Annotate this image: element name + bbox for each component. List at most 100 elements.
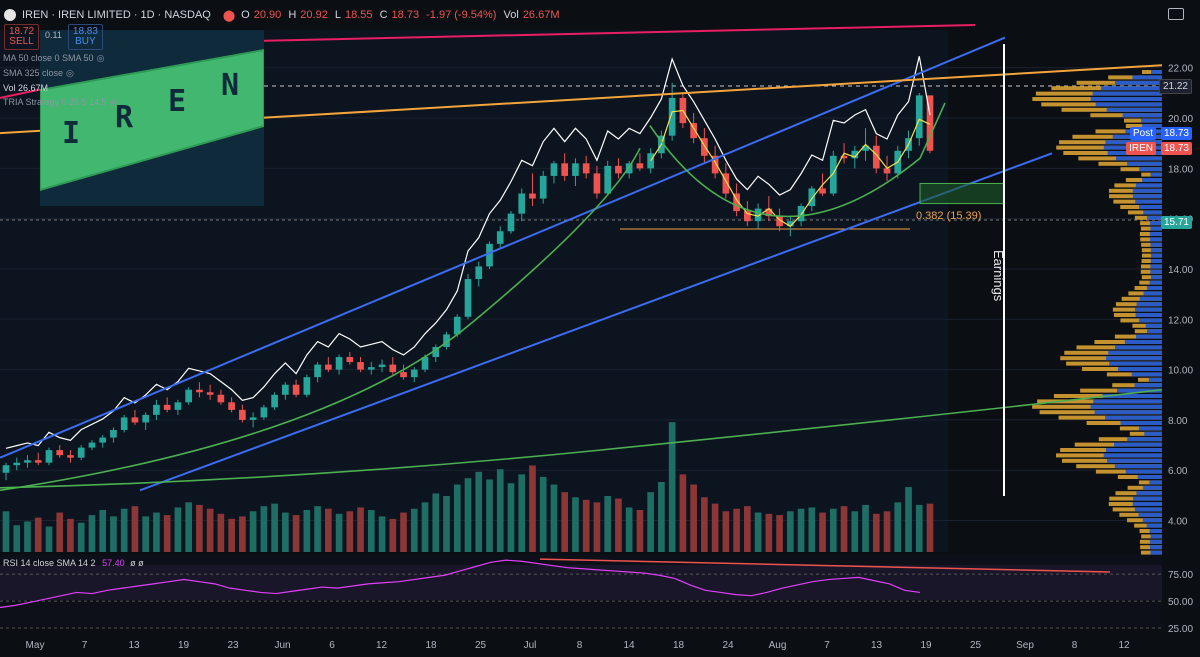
candle-body <box>625 163 633 174</box>
candle-body <box>615 165 622 174</box>
indicator-volume[interactable]: Vol 26.67M <box>3 83 49 93</box>
indicator-ma50[interactable]: MA 50 close 0 SMA 50 ◎ <box>3 53 105 63</box>
volume-bar <box>410 508 418 552</box>
volume-profile-bar-blue <box>1149 480 1162 485</box>
x-tick-label: 14 <box>623 640 635 651</box>
volume-bar <box>77 522 85 552</box>
volume-bar <box>604 496 612 552</box>
candle-body <box>271 394 278 408</box>
volume-bar <box>24 521 31 552</box>
y-tick-label: 8.00 <box>1168 416 1188 427</box>
volume-bar <box>303 510 311 552</box>
volume-profile-bar-blue <box>1122 113 1162 118</box>
volume-bar <box>88 515 96 552</box>
volume-profile-bar-blue <box>1095 102 1162 107</box>
level-tag-21-22: 21.22 <box>1158 79 1192 94</box>
sell-button[interactable]: 18.72 SELL <box>4 24 40 50</box>
candle-body <box>357 362 364 370</box>
candle-body <box>744 211 751 222</box>
volume-bar <box>389 518 397 552</box>
volume-profile-bar-blue <box>1132 75 1162 80</box>
rsi-tick-label: 50.00 <box>1168 597 1193 608</box>
volume-profile-bar-blue <box>1108 350 1162 355</box>
candle-body <box>475 266 483 280</box>
eye-icon[interactable]: ◎ <box>96 53 105 63</box>
logo-letter-e: E <box>168 84 187 119</box>
y-tick-label: 12.00 <box>1168 315 1193 326</box>
candle-body <box>346 357 354 363</box>
candle-body <box>45 450 53 463</box>
volume-profile-bar-blue <box>1150 172 1162 177</box>
volume-bar <box>679 474 687 552</box>
volume-profile-bar-blue <box>1142 124 1162 128</box>
volume-bar <box>550 484 558 552</box>
candle-body <box>539 175 547 199</box>
symbol-title[interactable]: IREN · IREN LIMITED · 1D · NASDAQ <box>22 9 211 21</box>
settings-icon[interactable] <box>1168 8 1184 20</box>
volume-bar <box>711 503 719 552</box>
buy-button[interactable]: 18.83 BUY <box>67 24 103 50</box>
y-tick-label: 4.00 <box>1168 517 1188 528</box>
candle-body <box>335 357 343 370</box>
volume-bar <box>432 493 440 552</box>
alert-icon[interactable]: ⬤ <box>222 9 236 22</box>
volume-bar <box>142 516 150 552</box>
volume-bar <box>572 497 579 552</box>
candle-body <box>77 447 85 458</box>
volume-profile-bar-blue <box>1149 539 1162 544</box>
ohlc-high: 20.92 <box>300 9 328 21</box>
volume-bar <box>228 518 235 552</box>
candle-body <box>883 168 891 174</box>
volume-profile-bar-blue <box>1150 253 1162 258</box>
eye-icon[interactable]: ◎ <box>66 68 74 78</box>
rsi-legend[interactable]: RSI 14 close SMA 14 2 57.40 ø ø <box>3 558 144 568</box>
volume-profile-bar-blue <box>1106 356 1162 361</box>
candle-body <box>34 460 42 463</box>
volume-profile-bar-blue <box>1094 410 1162 415</box>
x-tick-label: 18 <box>673 640 685 651</box>
volume-bar <box>722 511 730 552</box>
volume-profile-bar-blue <box>1143 291 1162 296</box>
volume-profile-bar-blue <box>1135 313 1162 317</box>
volume-bar <box>539 476 547 552</box>
y-tick-label: 20.00 <box>1168 114 1193 125</box>
candle-body <box>561 163 569 176</box>
volume-profile-bar-blue <box>1150 275 1162 280</box>
volume-bar <box>335 513 343 552</box>
candle-body <box>722 173 730 194</box>
volume-bar <box>754 512 762 552</box>
volume-profile-bar-blue <box>1132 194 1162 199</box>
candle-body <box>926 95 934 151</box>
x-tick-label: May <box>26 640 45 651</box>
candle-body <box>2 465 10 473</box>
ohlc-vol-label: Vol <box>503 9 519 21</box>
indicator-sma325[interactable]: SMA 325 close ◎ <box>3 68 74 78</box>
earnings-label: Earnings <box>991 250 1006 302</box>
volume-profile-bar-blue <box>1133 496 1162 501</box>
yellow-price-line <box>650 109 931 227</box>
volume-bar <box>120 508 128 552</box>
x-tick-label: 19 <box>920 640 932 651</box>
volume-profile-bar-blue <box>1147 329 1162 334</box>
eye-icon[interactable]: ◎ <box>109 97 118 107</box>
candle-body <box>754 208 762 222</box>
volume-bar <box>217 513 225 552</box>
candle-body <box>131 417 139 423</box>
volume-profile-bar-blue <box>1142 518 1162 523</box>
volume-bar <box>400 512 407 552</box>
volume-profile-bar-blue <box>1150 534 1162 539</box>
volume-profile-bar-blue <box>1090 404 1162 409</box>
ohlc-low-label: L <box>334 9 341 21</box>
volume-bar <box>636 510 644 552</box>
volume-profile-bar-blue <box>1149 232 1162 236</box>
volume-profile-bar-blue <box>1109 361 1162 366</box>
volume-profile-bar-blue <box>1150 242 1162 247</box>
ohlc-values: O 20.90 H 20.92 L 18.55 C 18.73 -1.97 (-9.54… <box>241 9 563 21</box>
volume-bar <box>862 504 869 552</box>
volume-profile-bar-blue <box>1149 280 1162 285</box>
indicator-tria[interactable]: TRIA Strategy 0 25 5 14.5 ◎ <box>3 97 118 107</box>
tria-strategy-line <box>5 56 931 449</box>
last-price-tag: 18.73 <box>1160 142 1192 155</box>
volume-profile-bar-blue <box>1150 264 1162 269</box>
